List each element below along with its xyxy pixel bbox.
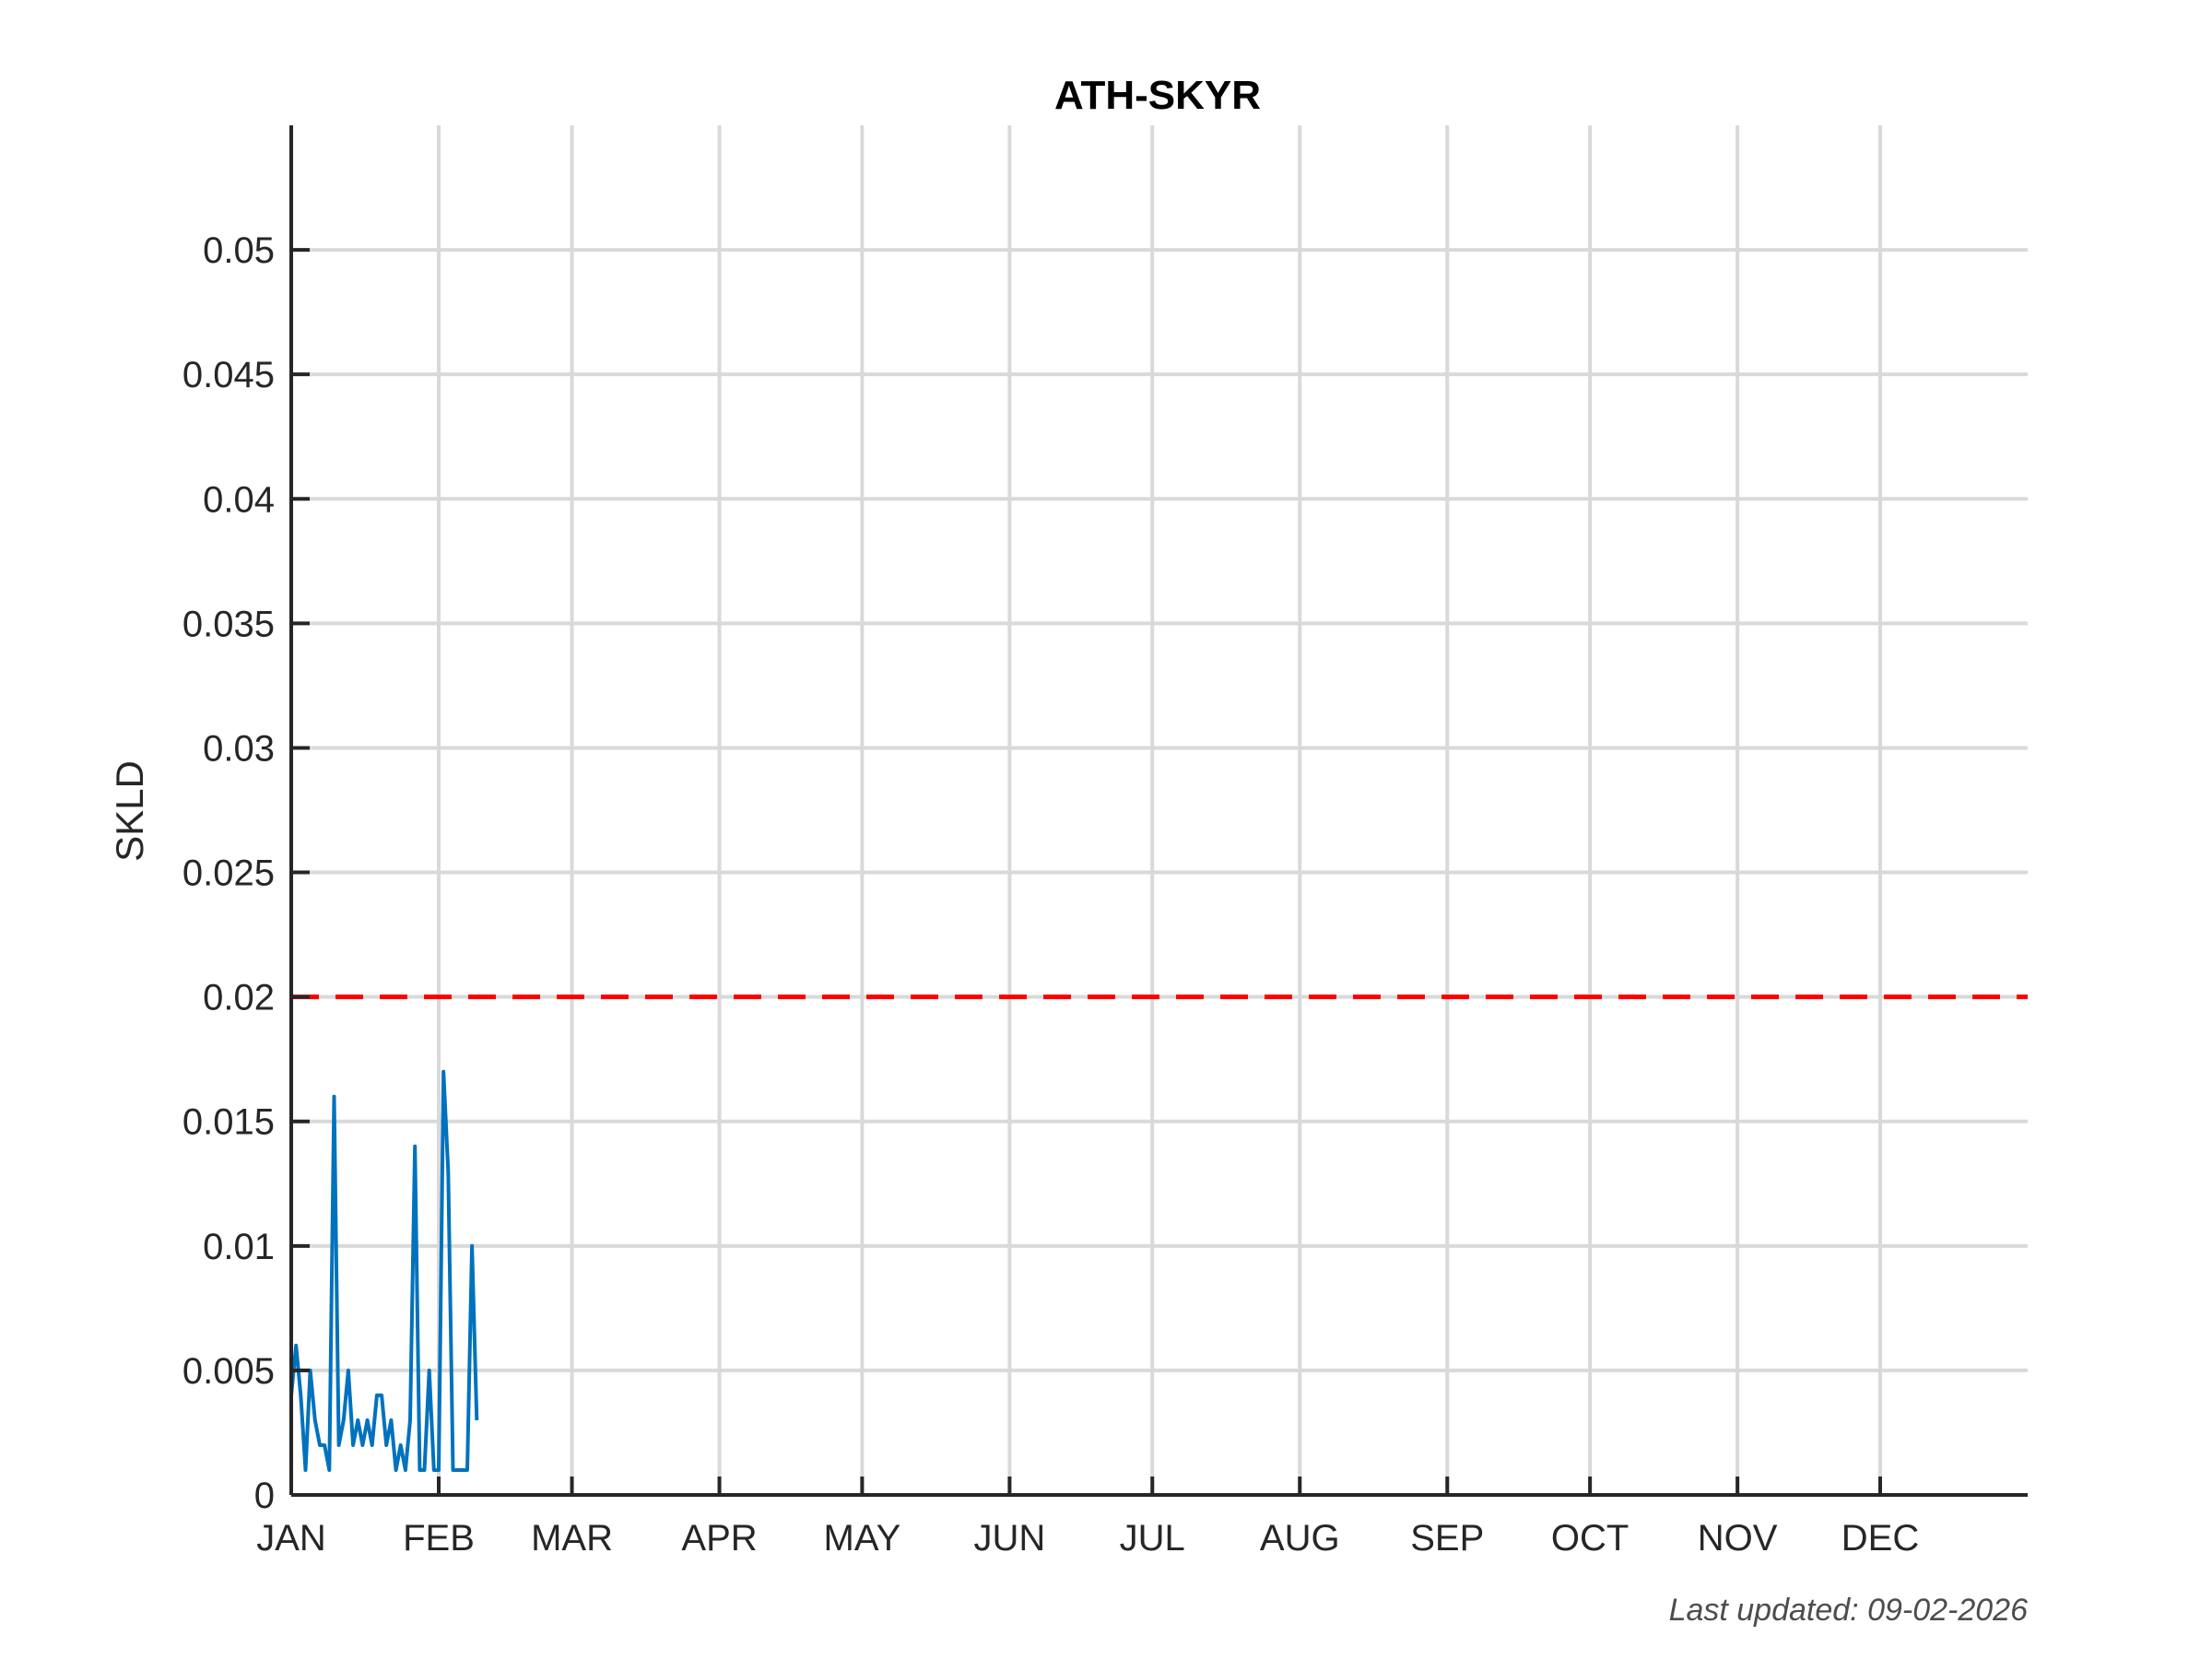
x-tick-label: DEC: [1841, 1518, 1919, 1559]
series-line: [289, 1069, 479, 1472]
y-tick-label: 0: [254, 1476, 275, 1516]
x-tick-labels: JAN FEB MAR APR MAY JUN JUL AUG SEP OCT NOV DEC: [256, 1518, 1919, 1559]
y-tick-label: 0.005: [182, 1351, 275, 1392]
y-tick-label: 0.04: [203, 479, 275, 520]
y-tick-label: 0.05: [203, 230, 275, 271]
y-tick-label: 0.035: [182, 604, 275, 644]
y-tick-label: 0.045: [182, 355, 275, 395]
x-tick-label: FEB: [403, 1518, 475, 1559]
y-tick-labels: 0 0.005 0.01 0.015 0.02 0.025 0.03 0.035 0.04 0.0…: [182, 230, 275, 1516]
x-tick-label: OCT: [1551, 1518, 1629, 1559]
x-tick-label: JUN: [974, 1518, 1046, 1559]
x-tick-label: AUG: [1260, 1518, 1340, 1559]
y-tick-label: 0.02: [203, 978, 275, 1018]
x-tick-label: SEP: [1410, 1518, 1484, 1559]
y-tick-label: 0.015: [182, 1102, 275, 1143]
series-layer: [289, 1069, 479, 1472]
x-tick-label: JUL: [1120, 1518, 1185, 1559]
y-tick-label: 0.03: [203, 728, 275, 769]
y-axis-label: SKLD: [108, 760, 151, 862]
x-tick-label: APR: [681, 1518, 757, 1559]
axes: [289, 125, 2028, 1497]
x-tick-label: MAR: [531, 1518, 613, 1559]
y-tick-label: 0.01: [203, 1227, 275, 1267]
y-tick-label: 0.025: [182, 853, 275, 894]
x-tick-label: JAN: [256, 1518, 326, 1559]
last-updated-note: Last updated: 09-02-2026: [1669, 1593, 2029, 1628]
chart-title: ATH-SKYR: [1054, 73, 1261, 118]
grid: [291, 125, 2028, 1495]
x-tick-label: MAY: [824, 1518, 901, 1559]
x-tick-label: NOV: [1698, 1518, 1778, 1559]
